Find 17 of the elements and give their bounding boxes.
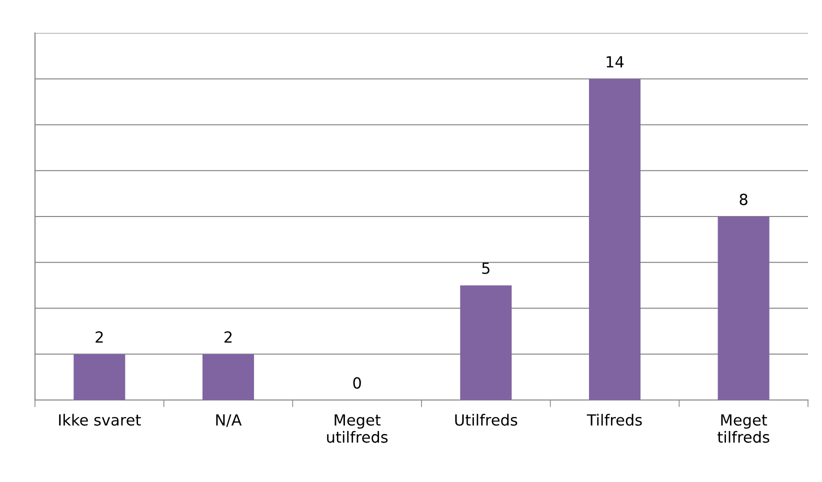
data-label: 0 <box>353 377 361 389</box>
data-label: 5 <box>482 262 490 274</box>
x-tick-label: Tilfreds <box>586 414 642 426</box>
bar <box>74 354 126 400</box>
x-tick-label: Meget utilfreds <box>327 414 388 443</box>
data-label: 2 <box>96 331 103 343</box>
data-label: 8 <box>740 194 748 206</box>
x-tick-label: Utilfreds <box>455 414 518 426</box>
x-tick-label: Ikke svaret <box>59 414 141 426</box>
bar <box>588 78 641 400</box>
x-tick-label: Meget tilfreds <box>718 414 770 443</box>
data-label: 14 <box>606 56 624 68</box>
bar <box>202 354 254 400</box>
x-tick-label: N/A <box>216 414 242 427</box>
data-label: 2 <box>224 331 232 343</box>
bar <box>460 285 512 400</box>
bar <box>718 216 770 400</box>
